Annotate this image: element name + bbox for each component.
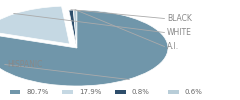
FancyBboxPatch shape bbox=[10, 90, 20, 94]
Wedge shape bbox=[69, 10, 77, 48]
FancyBboxPatch shape bbox=[62, 90, 73, 94]
Text: HISPANIC: HISPANIC bbox=[7, 60, 42, 69]
Text: 0.8%: 0.8% bbox=[132, 88, 150, 94]
Text: 0.6%: 0.6% bbox=[185, 88, 203, 94]
Text: BLACK: BLACK bbox=[167, 14, 192, 23]
FancyBboxPatch shape bbox=[115, 90, 126, 94]
Wedge shape bbox=[0, 10, 168, 86]
FancyBboxPatch shape bbox=[168, 90, 179, 94]
Text: A.I.: A.I. bbox=[167, 42, 179, 51]
Text: WHITE: WHITE bbox=[167, 28, 192, 37]
Wedge shape bbox=[0, 6, 70, 44]
Text: 80.7%: 80.7% bbox=[26, 88, 49, 94]
Wedge shape bbox=[73, 10, 77, 48]
Text: 17.9%: 17.9% bbox=[79, 88, 102, 94]
